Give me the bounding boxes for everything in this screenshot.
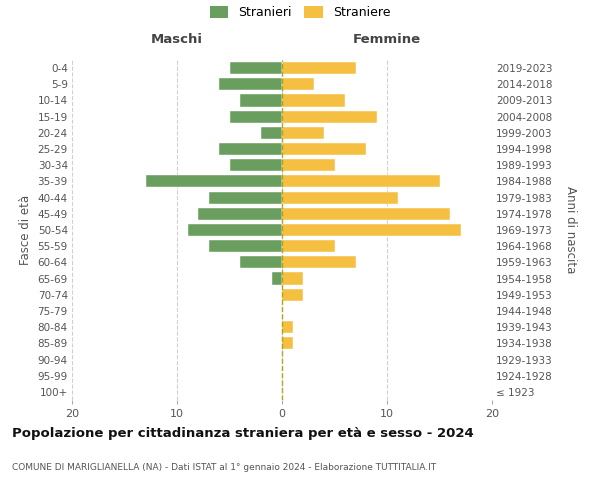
Bar	[240, 94, 282, 106]
Bar	[240, 256, 282, 268]
Y-axis label: Anni di nascita: Anni di nascita	[564, 186, 577, 274]
Bar	[146, 176, 282, 188]
Bar	[219, 78, 282, 90]
Bar	[282, 78, 314, 90]
Bar	[282, 272, 303, 284]
Bar	[229, 159, 282, 172]
Bar	[187, 224, 282, 236]
Bar	[282, 240, 335, 252]
Bar	[282, 143, 366, 155]
Bar	[282, 256, 355, 268]
Bar	[282, 94, 345, 106]
Bar	[282, 176, 439, 188]
Text: Popolazione per cittadinanza straniera per età e sesso - 2024: Popolazione per cittadinanza straniera p…	[12, 428, 474, 440]
Bar	[282, 288, 303, 301]
Bar	[282, 110, 377, 122]
Bar	[282, 62, 355, 74]
Legend: Stranieri, Straniere: Stranieri, Straniere	[209, 6, 391, 19]
Bar	[209, 240, 282, 252]
Bar	[219, 143, 282, 155]
Bar	[282, 338, 293, 349]
Bar	[282, 208, 450, 220]
Bar	[282, 321, 293, 333]
Text: Maschi: Maschi	[151, 34, 203, 46]
Y-axis label: Fasce di età: Fasce di età	[19, 195, 32, 265]
Bar	[282, 224, 461, 236]
Bar	[261, 127, 282, 139]
Bar	[229, 62, 282, 74]
Bar	[282, 192, 398, 203]
Bar	[282, 159, 335, 172]
Bar	[209, 192, 282, 203]
Bar	[271, 272, 282, 284]
Text: COMUNE DI MARIGLIANELLA (NA) - Dati ISTAT al 1° gennaio 2024 - Elaborazione TUTT: COMUNE DI MARIGLIANELLA (NA) - Dati ISTA…	[12, 462, 436, 471]
Bar	[198, 208, 282, 220]
Bar	[282, 127, 324, 139]
Bar	[229, 110, 282, 122]
Text: Femmine: Femmine	[353, 34, 421, 46]
